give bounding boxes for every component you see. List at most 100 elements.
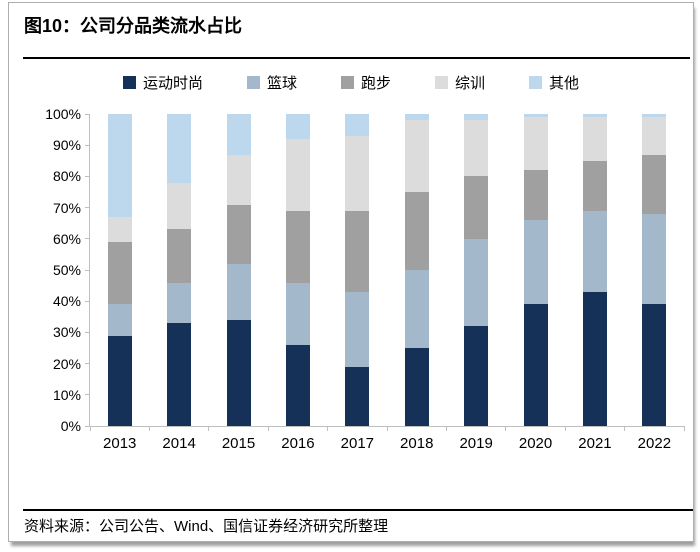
legend-item: 其他 [529, 72, 579, 93]
y-axis-tick [85, 113, 90, 115]
bar-segment [404, 270, 429, 348]
y-axis-label: 100% [45, 106, 81, 122]
stacked-bar [107, 114, 132, 426]
plot-area: 2013 2014 2015 2016 2017 2018 2019 2020 2021 2022… [45, 106, 685, 452]
bar-segment [404, 348, 429, 426]
bar-slot: 2022 [625, 114, 684, 452]
stacked-bar [285, 114, 310, 426]
y-axis-tick [85, 238, 90, 240]
figure-source: 资料来源：公司公告、Wind、国信证券经济研究所整理 [24, 518, 389, 535]
y-axis-tick [85, 331, 90, 333]
bar-segment [523, 304, 548, 426]
bar-segment [285, 114, 310, 139]
x-axis-label: 2022 [637, 435, 672, 452]
bar-segment [167, 323, 192, 426]
bar-slot: 2021 [565, 114, 624, 452]
x-axis-tick [505, 426, 507, 431]
legend-swatch-icon [246, 76, 260, 89]
y-axis-tick [85, 300, 90, 302]
bar-segment [582, 114, 607, 118]
bar-segment [582, 160, 607, 211]
x-axis-tick [445, 426, 447, 431]
x-axis-tick [683, 426, 685, 431]
bar-segment [226, 319, 251, 426]
bar-slot: 2017 [328, 114, 387, 452]
legend-swatch-icon [122, 76, 136, 89]
chart-legend: 运动时尚 篮球 跑步 综训 其他 [9, 72, 693, 93]
bar-segment [345, 135, 370, 211]
x-axis-tick [386, 426, 388, 431]
bar-segment [285, 344, 310, 426]
bar-segment [107, 241, 132, 305]
bar-segment [404, 120, 429, 192]
y-axis-label: 30% [52, 324, 81, 341]
bar-segment [167, 182, 192, 230]
y-axis-tick [85, 425, 90, 427]
x-axis-label: 2020 [518, 435, 553, 452]
y-axis-tick [85, 394, 90, 396]
x-axis-tick [148, 426, 150, 431]
x-axis-label: 2021 [578, 435, 612, 452]
bars-container: 2013 2014 2015 2016 2017 2018 2019 2020 2021 2022 [90, 114, 684, 452]
bar-segment [226, 154, 251, 205]
legend-item: 运动时尚 [122, 72, 203, 93]
y-axis-label: 20% [52, 355, 81, 372]
bar-segment [226, 204, 251, 264]
bar-segment [642, 213, 667, 305]
legend-label: 运动时尚 [142, 75, 203, 92]
bar-segment [285, 282, 310, 345]
bar-slot: 2016 [268, 114, 327, 452]
stacked-bar [404, 114, 429, 426]
title-divider [23, 57, 690, 59]
bar-segment [226, 114, 251, 155]
bar-segment [345, 210, 370, 292]
bar-slot: 2013 [90, 114, 149, 452]
stacked-bar [167, 114, 192, 426]
legend-swatch-icon [529, 76, 543, 89]
stacked-bar [464, 114, 489, 426]
bar-segment [582, 291, 607, 426]
bar-segment [167, 229, 192, 283]
legend-swatch-icon [340, 76, 354, 89]
bar-segment [642, 117, 667, 155]
bar-segment [464, 114, 489, 121]
bar-segment [285, 139, 310, 211]
y-axis-label: 60% [52, 230, 81, 247]
source-divider [23, 509, 693, 511]
stacked-bar [523, 114, 548, 426]
bar-segment [404, 114, 429, 121]
bar-segment [523, 220, 548, 305]
y-axis-tick [85, 144, 90, 146]
bar-segment [345, 291, 370, 367]
bar-segment [107, 114, 132, 217]
x-axis-tick [327, 426, 329, 431]
bar-segment [107, 304, 132, 336]
x-axis-label: 2013 [103, 435, 137, 452]
x-axis-tick [267, 426, 269, 431]
stacked-bar [582, 114, 607, 426]
bar-segment [404, 192, 429, 270]
stacked-bar [642, 114, 667, 426]
x-axis-label: 2017 [340, 435, 375, 452]
y-axis-tick [85, 175, 90, 177]
y-axis-label: 10% [52, 386, 81, 403]
bar-segment [226, 263, 251, 320]
bar-slot: 2019 [446, 114, 505, 452]
legend-item: 跑步 [340, 72, 391, 93]
figure-title: 图10：公司分品类流水占比 [24, 16, 243, 36]
x-axis-label: 2016 [281, 435, 315, 452]
y-axis-tick [85, 269, 90, 271]
bar-segment [642, 304, 667, 426]
legend-label: 跑步 [360, 75, 391, 92]
bar-segment [167, 114, 192, 183]
x-axis-tick [564, 426, 566, 431]
legend-item: 综训 [435, 72, 485, 93]
bar-segment [107, 217, 132, 242]
x-axis-tick [208, 426, 210, 431]
x-axis-label: 2015 [221, 435, 256, 452]
legend-label: 其他 [549, 75, 580, 92]
bar-segment [582, 210, 607, 292]
bar-slot: 2014 [149, 114, 208, 452]
bar-segment [464, 238, 489, 327]
bar-segment [464, 176, 489, 239]
